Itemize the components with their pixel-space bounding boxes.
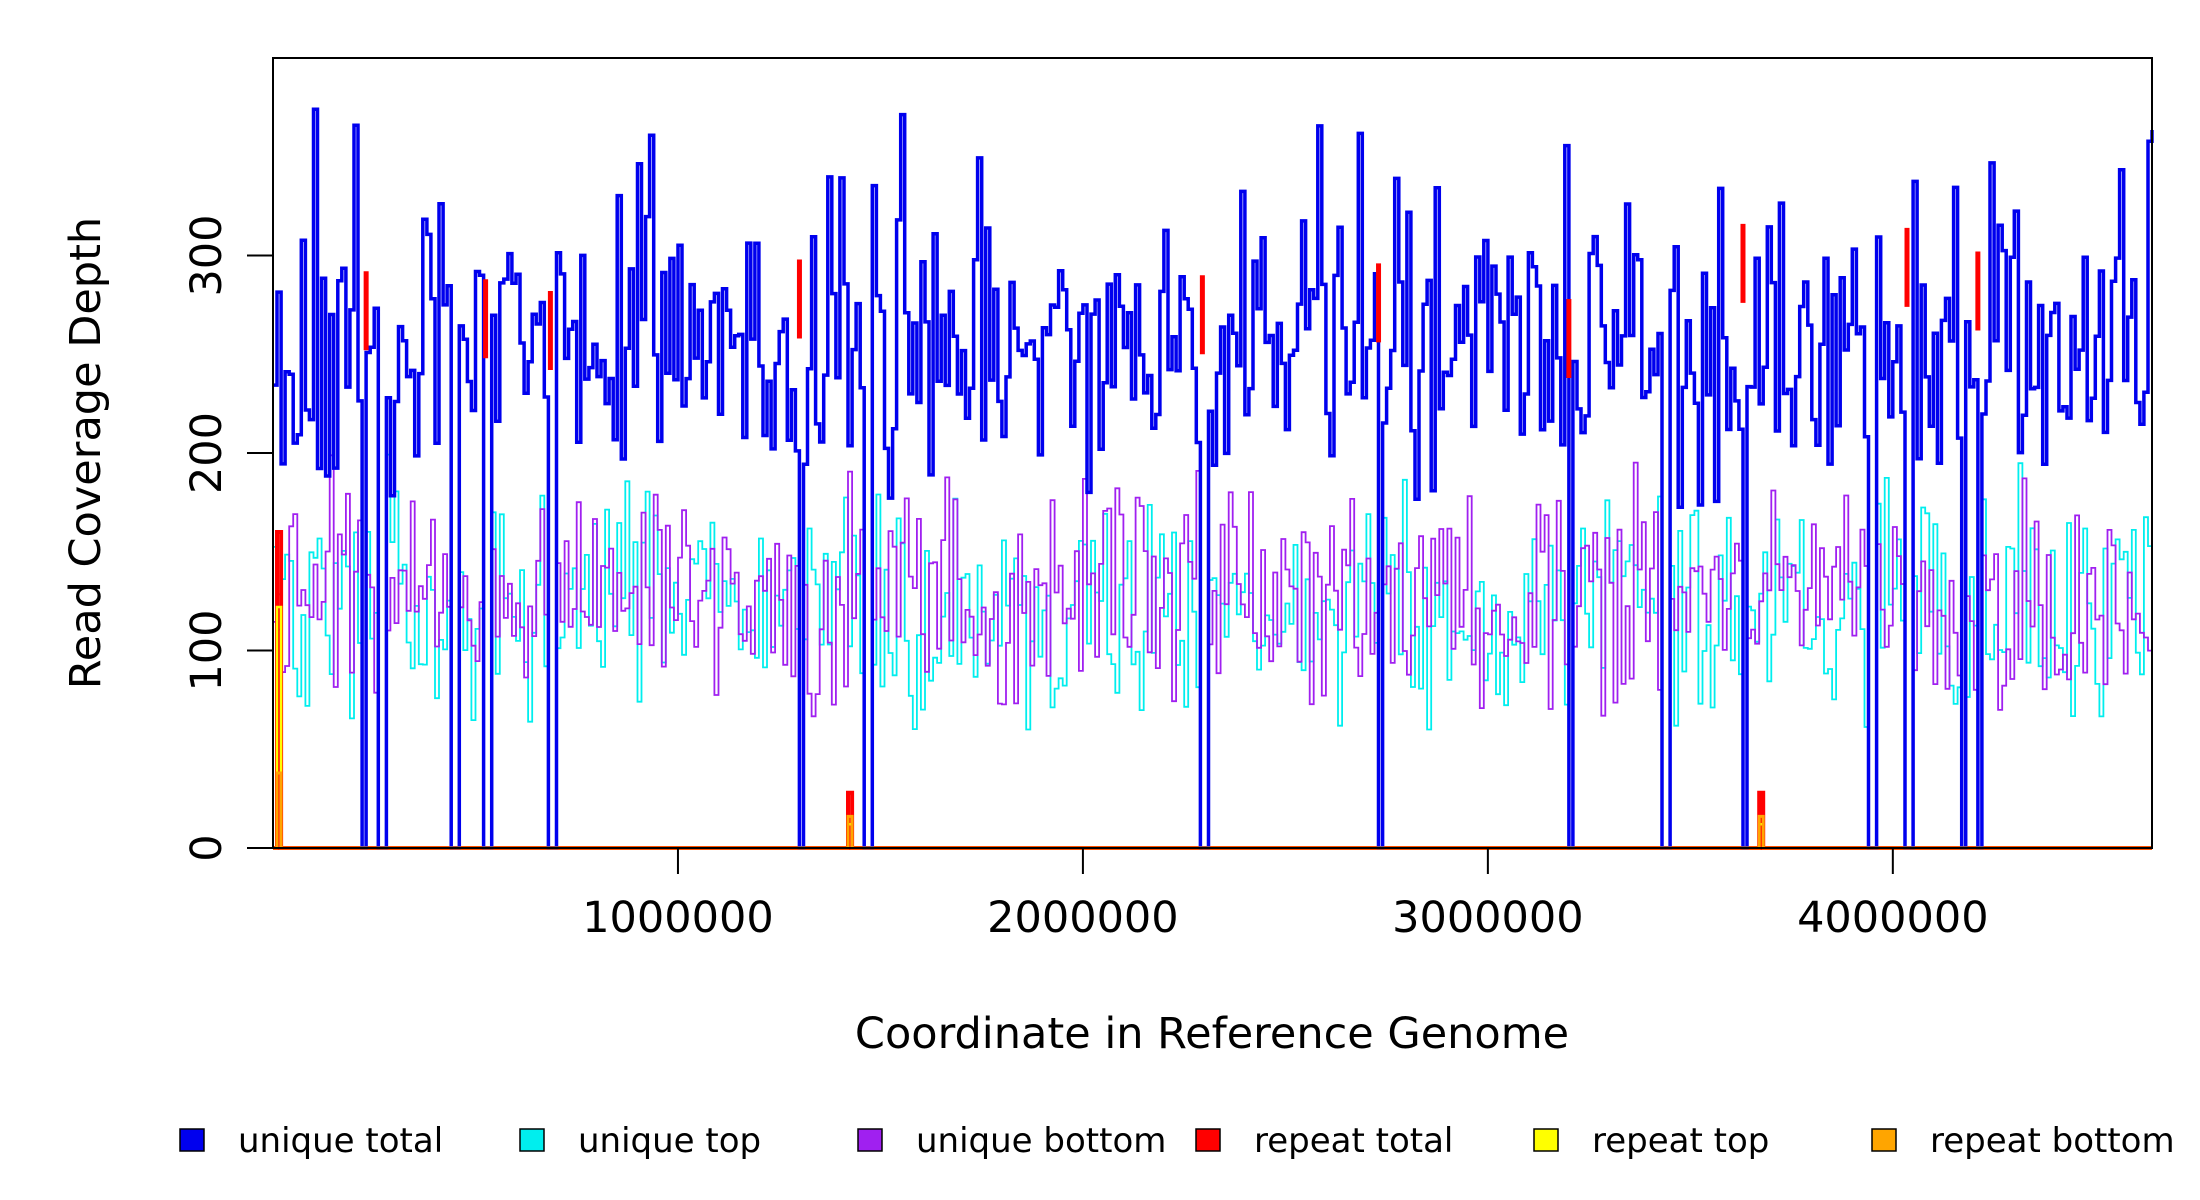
legend-label: unique top [578, 1121, 761, 1161]
legend-item: repeat top [1533, 1121, 1769, 1161]
y-tick-label: 100 [182, 609, 232, 691]
legend: unique total unique top unique bottom repea… [179, 1121, 2175, 1161]
legend-item: unique top [519, 1121, 761, 1161]
legend-swatch [1871, 1128, 1897, 1152]
y-tick-label: 200 [182, 412, 232, 494]
x-tick-label: 1000000 [582, 893, 774, 943]
y-axis-label: Read Coverage Depth [61, 217, 111, 689]
x-tick-label: 4000000 [1797, 893, 1989, 943]
y-tick-label: 0 [182, 834, 232, 861]
legend-swatch [1533, 1128, 1559, 1152]
legend-item: unique total [179, 1121, 443, 1161]
legend-item: unique bottom [857, 1121, 1166, 1161]
legend-swatch [519, 1128, 545, 1152]
legend-swatch [1195, 1128, 1221, 1152]
legend-label: repeat total [1254, 1121, 1453, 1161]
y-tick-label: 300 [182, 214, 232, 296]
legend-item: repeat bottom [1871, 1121, 2175, 1161]
x-axis-label: Coordinate in Reference Genome [855, 1009, 1569, 1059]
legend-swatch [857, 1128, 883, 1152]
unique-bottom-line [273, 454, 2153, 849]
series-layer [273, 107, 2154, 850]
legend-item: repeat total [1195, 1121, 1453, 1161]
legend-swatch [179, 1128, 205, 1152]
legend-label: repeat top [1592, 1121, 1769, 1161]
x-tick-label: 2000000 [987, 893, 1179, 943]
axes-layer: 1000000 2000000 3000000 4000000 0 100 200 300 [182, 214, 1989, 943]
legend-label: unique total [238, 1121, 443, 1161]
x-tick-label: 3000000 [1392, 893, 1584, 943]
unique-total-line [273, 107, 2154, 850]
legend-label: unique bottom [916, 1121, 1166, 1161]
legend-label: repeat bottom [1930, 1121, 2175, 1161]
